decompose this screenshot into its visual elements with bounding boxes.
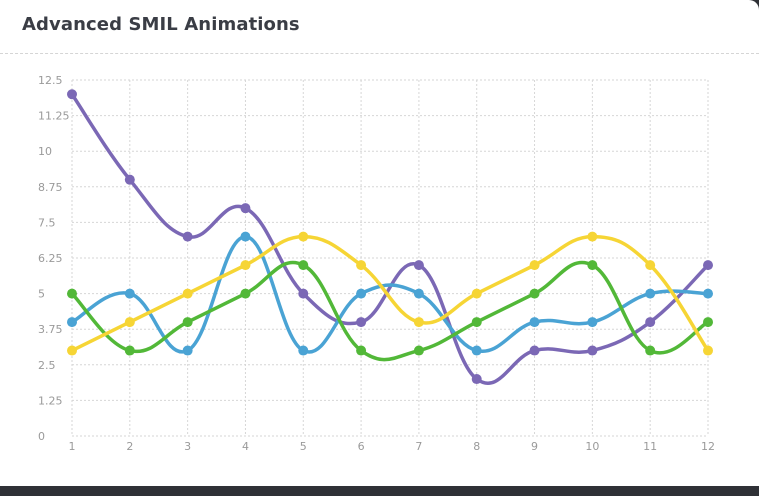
x-tick-label: 11 <box>643 440 657 453</box>
y-tick-label: 5 <box>38 288 45 301</box>
data-point-3-1[interactable] <box>67 288 77 299</box>
data-point-2-5[interactable] <box>298 345 309 356</box>
x-axis-labels: 1 2 3 4 5 6 7 8 9 10 11 12 <box>69 440 716 453</box>
x-tick-label: 12 <box>701 440 715 453</box>
y-axis-labels: 0 1.25 2.5 3.75 5 6.25 7.5 8.75 10 11.25 12.5 <box>38 74 70 443</box>
data-point-4-12[interactable] <box>703 345 713 356</box>
data-point-4-7[interactable] <box>413 317 424 328</box>
data-point-4-4[interactable] <box>240 260 251 271</box>
x-tick-label: 7 <box>415 440 422 453</box>
data-point-2-3[interactable] <box>182 345 193 356</box>
x-tick-label: 8 <box>473 440 480 453</box>
data-point-1-8[interactable] <box>471 374 482 385</box>
x-tick-label: 10 <box>585 440 599 453</box>
chart-series <box>67 89 713 385</box>
y-tick-label: 7.5 <box>38 216 56 229</box>
data-point-1-10[interactable] <box>587 345 598 356</box>
y-tick-label: 0 <box>38 430 45 443</box>
data-point-3-11[interactable] <box>645 345 656 356</box>
data-point-4-8[interactable] <box>471 288 482 299</box>
x-tick-label: 4 <box>242 440 249 453</box>
data-point-3-8[interactable] <box>471 317 482 328</box>
data-point-1-7[interactable] <box>413 260 424 271</box>
data-point-2-4[interactable] <box>240 231 251 242</box>
chart-card: Advanced SMIL Animations <box>0 0 759 486</box>
data-point-4-3[interactable] <box>182 288 193 299</box>
x-tick-label: 2 <box>126 440 133 453</box>
data-point-2-10[interactable] <box>587 317 598 328</box>
data-point-1-1[interactable] <box>67 89 77 100</box>
data-point-2-1[interactable] <box>67 317 77 328</box>
data-point-4-11[interactable] <box>645 260 656 271</box>
y-tick-label: 3.75 <box>38 323 63 336</box>
x-tick-label: 5 <box>300 440 307 453</box>
data-point-4-5[interactable] <box>298 231 309 242</box>
x-tick-label: 9 <box>531 440 538 453</box>
data-point-3-2[interactable] <box>124 345 135 356</box>
data-point-1-2[interactable] <box>124 174 135 185</box>
data-point-1-5[interactable] <box>298 288 309 299</box>
data-point-3-6[interactable] <box>356 345 367 356</box>
data-point-1-6[interactable] <box>356 317 367 328</box>
y-tick-label: 6.25 <box>38 252 63 265</box>
card-header: Advanced SMIL Animations <box>0 0 759 54</box>
y-tick-label: 8.75 <box>38 181 63 194</box>
data-point-4-9[interactable] <box>529 260 540 271</box>
data-point-3-7[interactable] <box>413 345 424 356</box>
data-point-3-3[interactable] <box>182 317 193 328</box>
data-point-3-10[interactable] <box>587 260 598 271</box>
data-point-2-12[interactable] <box>703 288 713 299</box>
data-point-1-9[interactable] <box>529 345 540 356</box>
data-point-2-7[interactable] <box>413 288 424 299</box>
data-point-2-9[interactable] <box>529 317 540 328</box>
y-tick-label: 2.5 <box>38 359 56 372</box>
data-point-4-10[interactable] <box>587 231 598 242</box>
x-tick-label: 1 <box>69 440 76 453</box>
data-point-4-1[interactable] <box>67 345 77 356</box>
data-point-1-12[interactable] <box>703 260 713 271</box>
data-point-4-6[interactable] <box>356 260 367 271</box>
data-point-3-12[interactable] <box>703 317 713 328</box>
chart-grid <box>71 79 709 437</box>
data-point-2-8[interactable] <box>471 345 482 356</box>
x-tick-label: 6 <box>358 440 365 453</box>
data-point-1-11[interactable] <box>645 317 656 328</box>
data-point-1-3[interactable] <box>182 231 193 242</box>
data-point-3-4[interactable] <box>240 288 251 299</box>
data-point-1-4[interactable] <box>240 203 251 214</box>
y-tick-label: 12.5 <box>38 74 63 87</box>
data-point-3-9[interactable] <box>529 288 540 299</box>
card-title: Advanced SMIL Animations <box>22 14 300 35</box>
y-tick-label: 11.25 <box>38 110 70 123</box>
data-point-2-6[interactable] <box>356 288 367 299</box>
y-tick-label: 10 <box>38 145 52 158</box>
y-tick-label: 1.25 <box>38 394 63 407</box>
x-tick-label: 3 <box>184 440 191 453</box>
data-point-3-5[interactable] <box>298 260 309 271</box>
data-point-2-11[interactable] <box>645 288 656 299</box>
data-point-2-2[interactable] <box>124 288 135 299</box>
data-point-4-2[interactable] <box>124 317 135 328</box>
series-line-3 <box>70 260 710 362</box>
